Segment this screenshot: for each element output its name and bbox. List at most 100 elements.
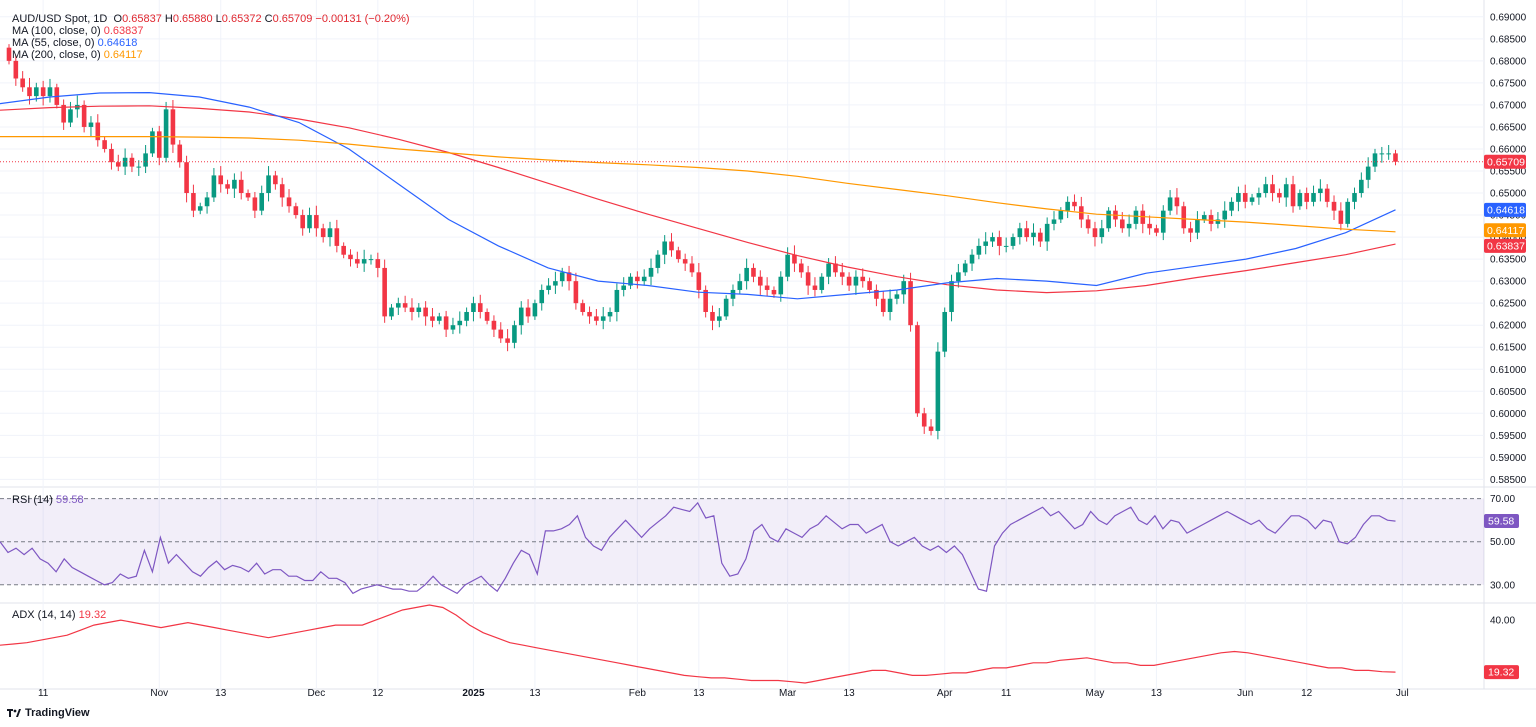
ma55-legend[interactable]: MA (55, close, 0) 0.64618 xyxy=(12,37,137,49)
rsi-legend[interactable]: RSI (14) 59.58 xyxy=(12,494,84,506)
candle-body xyxy=(1099,228,1105,238)
ma200-legend[interactable]: MA (200, close, 0) 0.64117 xyxy=(12,49,143,61)
candle-body xyxy=(1318,188,1323,194)
ma100-marker-bg xyxy=(1484,238,1526,253)
candle xyxy=(723,295,729,320)
time-tick-label: Jun xyxy=(1237,688,1253,699)
candle-body xyxy=(1188,228,1193,233)
candle-body xyxy=(1372,153,1378,167)
candle xyxy=(1038,228,1043,247)
candle xyxy=(867,277,872,294)
candle-body xyxy=(300,215,305,229)
price-tick-label: 0.67500 xyxy=(1490,78,1527,89)
candle-body xyxy=(764,285,770,290)
candle-body xyxy=(1010,237,1016,246)
candle-body xyxy=(1085,219,1091,229)
candle xyxy=(402,295,408,313)
candle xyxy=(812,277,818,297)
adx-pane[interactable] xyxy=(0,604,1396,684)
candle-body xyxy=(27,87,32,97)
candle-body xyxy=(471,303,476,312)
candle xyxy=(962,259,968,276)
candle xyxy=(177,140,183,168)
time-tick-label: Nov xyxy=(150,688,168,699)
candle xyxy=(498,322,504,343)
candle-body xyxy=(682,259,688,264)
candle xyxy=(935,342,941,440)
candle-body xyxy=(1359,179,1364,194)
ma55-label: MA (55, close, 0) xyxy=(12,37,95,49)
candle-body xyxy=(47,87,53,97)
candle-body xyxy=(805,272,811,286)
candle-body xyxy=(1119,219,1125,229)
candle-body xyxy=(293,206,299,216)
ma-line-100 xyxy=(0,105,1396,294)
candle-body xyxy=(676,250,681,260)
candle xyxy=(887,289,893,321)
candle xyxy=(1201,211,1207,223)
candle-body xyxy=(1379,153,1385,155)
candle xyxy=(109,143,114,170)
candle xyxy=(819,273,825,294)
candle-body xyxy=(1126,223,1132,229)
price-pane[interactable] xyxy=(0,44,1484,440)
candle xyxy=(1133,206,1139,230)
price-markers: 0.65709 0.64618 0.64117 0.63837 59.58 19.32 xyxy=(1484,154,1526,680)
candle xyxy=(983,232,988,255)
rsi-pane[interactable] xyxy=(0,498,1484,595)
price-tick-label: 0.66500 xyxy=(1490,122,1527,133)
candle xyxy=(81,100,87,133)
candle-body xyxy=(744,267,749,282)
candle xyxy=(334,219,340,253)
time-tick-label: 11 xyxy=(1001,688,1012,699)
candle-body xyxy=(389,307,394,317)
price-tick-label: 0.68000 xyxy=(1490,56,1527,67)
candle-body xyxy=(416,307,422,312)
candle-body xyxy=(518,307,524,326)
candle-body xyxy=(648,267,654,277)
candle-body xyxy=(641,276,647,282)
candle-body xyxy=(662,241,667,255)
candle xyxy=(1126,214,1132,237)
candle-body xyxy=(874,289,879,299)
tradingview-logo[interactable]: TradingView xyxy=(7,707,90,719)
time-tick-label: Jul xyxy=(1396,688,1409,699)
candle-body xyxy=(798,263,804,273)
candle-body xyxy=(102,140,107,149)
candle xyxy=(457,311,463,334)
rsi-tick-label: 70.00 xyxy=(1490,494,1515,505)
ma100-legend[interactable]: MA (100, close, 0) 0.63837 xyxy=(12,25,143,37)
candle-body xyxy=(539,289,545,304)
candle xyxy=(655,250,661,274)
candle-body xyxy=(1133,210,1139,224)
candle xyxy=(1263,176,1269,198)
candle xyxy=(1256,187,1262,205)
candle xyxy=(320,223,326,243)
candle-body xyxy=(669,241,674,251)
candle-body xyxy=(621,285,626,290)
candle-body xyxy=(430,316,435,321)
candle xyxy=(553,271,558,294)
candle-body xyxy=(1393,153,1398,162)
candle xyxy=(136,160,142,176)
price-tick-label: 0.59500 xyxy=(1490,431,1527,442)
candle-body xyxy=(95,122,101,141)
candle-body xyxy=(375,259,381,268)
candle xyxy=(423,301,428,326)
candle-body xyxy=(204,197,210,207)
candle-body xyxy=(1140,210,1146,224)
candle xyxy=(122,148,128,175)
candle xyxy=(573,272,579,310)
candle xyxy=(382,259,387,323)
adx-legend[interactable]: ADX (14, 14) 19.32 xyxy=(12,609,106,621)
candle-body xyxy=(245,193,251,198)
candle-body xyxy=(81,104,87,127)
candle xyxy=(1024,220,1029,242)
candle xyxy=(68,101,73,128)
candle xyxy=(594,308,599,326)
candle-body xyxy=(1290,184,1296,207)
candle-body xyxy=(484,311,490,321)
candle xyxy=(648,258,654,286)
candle-body xyxy=(136,166,142,168)
